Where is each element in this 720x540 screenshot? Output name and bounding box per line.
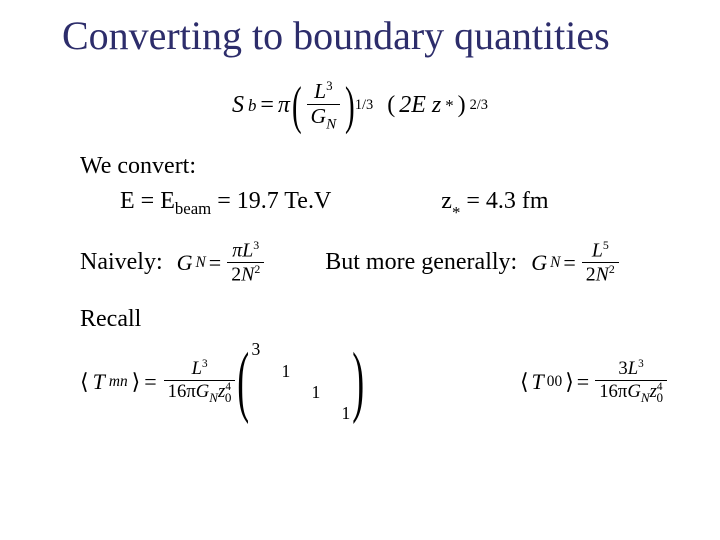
exp-3: 3	[326, 78, 332, 93]
tmn-eqsign: =	[144, 369, 156, 395]
m33: 1	[339, 403, 353, 424]
t00-16pi: 16π	[599, 381, 627, 402]
t00-equation: ⟨T00⟩ = 3L3 16πGNz40	[520, 358, 670, 405]
g2-Nbig: N	[596, 264, 609, 286]
g1-G: G	[177, 250, 193, 276]
mat-rparen: )	[352, 351, 364, 413]
second-inner: 2E z	[399, 92, 441, 119]
m22: 1	[309, 382, 323, 403]
paren-r: )	[345, 85, 355, 127]
g1-eq: =	[209, 250, 221, 276]
tmn-lang: ⟨	[80, 369, 89, 395]
recall-label: Recall	[80, 306, 680, 333]
gn-eq-1: GN = πL3 2N2	[177, 239, 268, 287]
e-lhs: E = E	[120, 188, 175, 214]
tmn-rang: ⟩	[132, 369, 141, 395]
z-star: *	[452, 203, 460, 222]
paren-r2: )	[458, 92, 466, 119]
slide-title: Converting to boundary quantities	[40, 12, 680, 59]
g1-Nbig: N	[241, 264, 254, 286]
g1-pi: π	[232, 239, 242, 261]
gn-row: Naively: GN = πL3 2N2 But more generally…	[80, 239, 680, 287]
recall-equations-row: ⟨Tmn⟩ = L3 16πGNz40 ( 3 1 1 1 ) ⟨T00⟩ = …	[80, 339, 670, 423]
g2-two: 2	[586, 264, 596, 286]
tmn-Lexp: 3	[202, 358, 208, 370]
t00-sub: 00	[547, 373, 562, 391]
t00-zsub: 0	[656, 390, 663, 405]
gn-eq-2: GN = L5 2N2	[531, 239, 622, 287]
sub-b: b	[248, 96, 256, 116]
mat-lparen: (	[238, 351, 250, 413]
g1-exp: 3	[253, 238, 259, 252]
sym-pi: π	[278, 92, 290, 119]
g2-eq: =	[563, 250, 575, 276]
tmn-G: G	[196, 381, 210, 402]
sub-N: N	[326, 116, 336, 132]
e-beam-expr: E = Ebeam = 19.7 Te.V	[120, 188, 331, 219]
more-generally-label: But more generally:	[325, 249, 517, 276]
tmn-frac: L3 16πGNz40	[164, 358, 236, 405]
frac-L3-GN: L3 GN	[307, 79, 341, 133]
g1-two: 2	[231, 264, 241, 286]
naively-label: Naively:	[80, 249, 163, 276]
e-sub: beam	[175, 199, 211, 218]
m00: 3	[249, 339, 263, 360]
sub-star: *	[445, 96, 453, 116]
zstar-expr: z* = 4.3 fm	[441, 188, 548, 219]
tmn-zsub: 0	[225, 390, 232, 405]
t00-Lexp: 3	[638, 358, 644, 370]
t00-L: L	[628, 358, 638, 379]
g1-L: L	[242, 239, 253, 261]
paren-l: (	[292, 85, 302, 127]
tmn-16pi: 16π	[168, 381, 196, 402]
eq-sign: =	[260, 92, 274, 119]
tmn-L: L	[192, 358, 202, 379]
g1-N: N	[196, 254, 206, 272]
tmn-mn: mn	[109, 373, 128, 391]
tmn-T: T	[93, 369, 105, 395]
sym-G: G	[311, 104, 327, 128]
g2-Nexp: 2	[609, 262, 615, 276]
m11: 1	[279, 361, 293, 382]
g2-L: L	[592, 239, 603, 261]
convert-values-row: E = Ebeam = 19.7 Te.V z* = 4.3 fm	[120, 188, 680, 219]
we-convert-label: We convert:	[80, 153, 680, 180]
tmn-equation: ⟨Tmn⟩ = L3 16πGNz40 ( 3 1 1 1 )	[80, 339, 359, 423]
t00-frac: 3L3 16πGNz40	[595, 358, 667, 405]
g2-N: N	[550, 254, 560, 272]
g2-frac: L5 2N2	[582, 239, 619, 287]
z-rhs: = 4.3 fm	[460, 188, 548, 214]
t00-eqsign: =	[577, 369, 589, 395]
t00-3: 3	[618, 358, 627, 379]
g1-Nexp: 2	[254, 262, 260, 276]
diag-matrix: 3 1 1 1	[249, 339, 353, 423]
t00-rang: ⟩	[565, 369, 574, 395]
g1-frac: πL3 2N2	[227, 239, 264, 287]
g2-G: G	[531, 250, 547, 276]
e-rhs: = 19.7 Te.V	[211, 188, 331, 214]
sym-L: L	[314, 79, 326, 103]
paren-l2: (	[387, 92, 395, 119]
sym-S: S	[232, 92, 244, 119]
z-lhs: z	[441, 188, 452, 214]
t00-T: T	[532, 369, 544, 395]
t00-Nsub: N	[641, 390, 650, 405]
tmn-N: N	[209, 390, 218, 405]
t00-lang: ⟨	[520, 369, 529, 395]
exp-1-3: 1/3	[355, 97, 373, 114]
t00-G: G	[627, 381, 641, 402]
exp-2-3: 2/3	[470, 97, 488, 114]
g2-exp: 5	[603, 238, 609, 252]
main-equation: Sb = π ( L3 GN ) 1/3 (2E z*) 2/3	[40, 79, 680, 133]
